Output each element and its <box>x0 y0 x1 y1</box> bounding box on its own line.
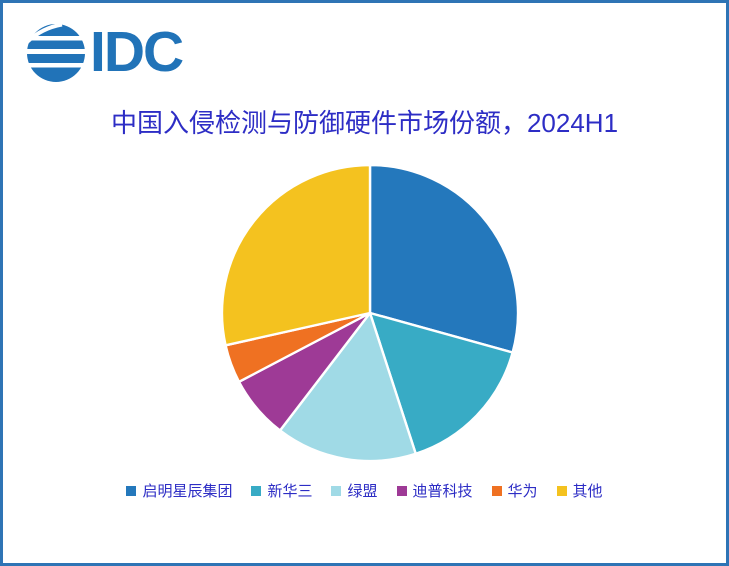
legend-item: 启明星辰集团 <box>126 480 232 501</box>
legend-swatch-icon <box>556 485 567 496</box>
legend-item: 华为 <box>491 480 538 501</box>
pie-slice-2 <box>278 311 417 463</box>
idc-logo: IDC <box>26 20 184 84</box>
legend-item: 绿盟 <box>331 480 378 501</box>
legend-label: 迪普科技 <box>412 483 473 500</box>
legend-item: 其他 <box>556 480 603 501</box>
legend-label: 绿盟 <box>347 483 378 500</box>
legend-item: 迪普科技 <box>396 480 473 501</box>
legend-label: 新华三 <box>267 483 313 500</box>
chart-title: 中国入侵检测与防御硬件市场份额，2024H1 <box>110 108 619 138</box>
pie-slice-5 <box>220 163 372 347</box>
idc-logo-text: IDC <box>90 20 184 84</box>
pie-chart <box>220 163 520 463</box>
legend-swatch-icon <box>251 485 262 496</box>
pie-slice-0 <box>368 163 520 354</box>
pie-slice-1 <box>368 311 514 455</box>
chart-legend: 启明星辰集团 新华三 绿盟 迪普科技 华为 其他 <box>3 480 726 501</box>
legend-swatch-icon <box>331 485 342 496</box>
legend-swatch-icon <box>126 485 137 496</box>
legend-label: 华为 <box>507 483 538 500</box>
idc-globe-icon <box>26 22 86 82</box>
legend-swatch-icon <box>396 485 407 496</box>
legend-swatch-icon <box>491 485 502 496</box>
legend-label: 启明星辰集团 <box>142 483 233 500</box>
pie-chart-area <box>210 153 530 473</box>
legend-label: 其他 <box>572 483 603 500</box>
legend-item: 新华三 <box>251 480 312 501</box>
